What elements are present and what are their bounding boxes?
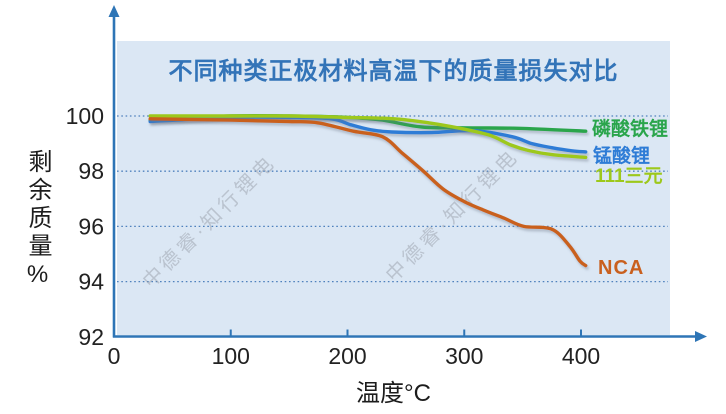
plot-area-background [117,41,670,335]
x-tick-label-100: 100 [212,343,250,369]
y-tick-label-98: 98 [78,158,104,184]
curve-nca [148,117,588,268]
y-axis-arrowhead-icon [108,5,120,17]
plot-background-layer [117,41,670,335]
curve-111-ternary [148,114,588,160]
y-tick-label-100: 100 [66,103,104,129]
x-axis-title: 温度°C [356,380,431,407]
series-label-111-ternary: 111三元 [595,166,663,187]
x-tick-label-200: 200 [328,343,366,369]
x-tick-label-0: 0 [108,343,121,369]
y-axis-title: 剩余质量% [24,149,51,292]
y-tick-label-94: 94 [78,269,104,295]
axes-layer: 0 100 200 300 400 100 98 96 94 92 [66,5,707,369]
series-label-nca: NCA [598,257,645,279]
series-label-limn2o4: 锰酸锂 [593,146,651,167]
x-tick-label-400: 400 [562,343,600,369]
x-axis-arrowhead-icon [695,331,707,342]
curves-layer [148,113,588,268]
x-tick-label-300: 300 [445,343,483,369]
series-label-lifepo4: 磷酸铁锂 [592,119,669,140]
y-tick-label-96: 96 [78,213,104,239]
chart-title: 不同种类正极材料高温下的质量损失对比 [168,58,619,85]
y-tick-label-92: 92 [78,324,104,350]
